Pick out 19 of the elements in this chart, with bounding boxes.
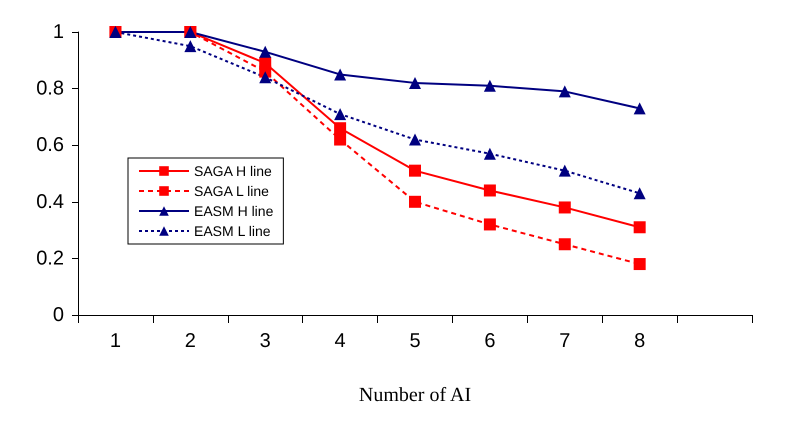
x-tick-label: 5 [409,330,421,352]
x-tick-label: 1 [110,330,122,352]
legend-label: EASM H line [194,203,274,219]
x-tick-label: 2 [184,330,196,352]
x-tick-label: 4 [334,330,346,352]
y-tick-label: 0.4 [36,190,64,213]
x-tick-label: 8 [634,330,646,352]
y-tick-label: 0.8 [36,78,64,100]
legend-label: EASM L line [194,223,271,239]
x-tick-label: 7 [559,330,570,352]
x-tick-label: 3 [260,330,271,352]
legend-label: SAGA L line [194,183,270,199]
y-tick-label: 0.6 [36,134,64,156]
y-tick-label: 1 [52,21,64,43]
x-axis-title: Number of AI [358,384,472,406]
y-tick-label: 0.2 [36,247,64,270]
x-tick-label: 6 [484,330,496,352]
legend-label: SAGA H line [194,163,272,179]
y-tick-label: 0 [52,304,64,326]
